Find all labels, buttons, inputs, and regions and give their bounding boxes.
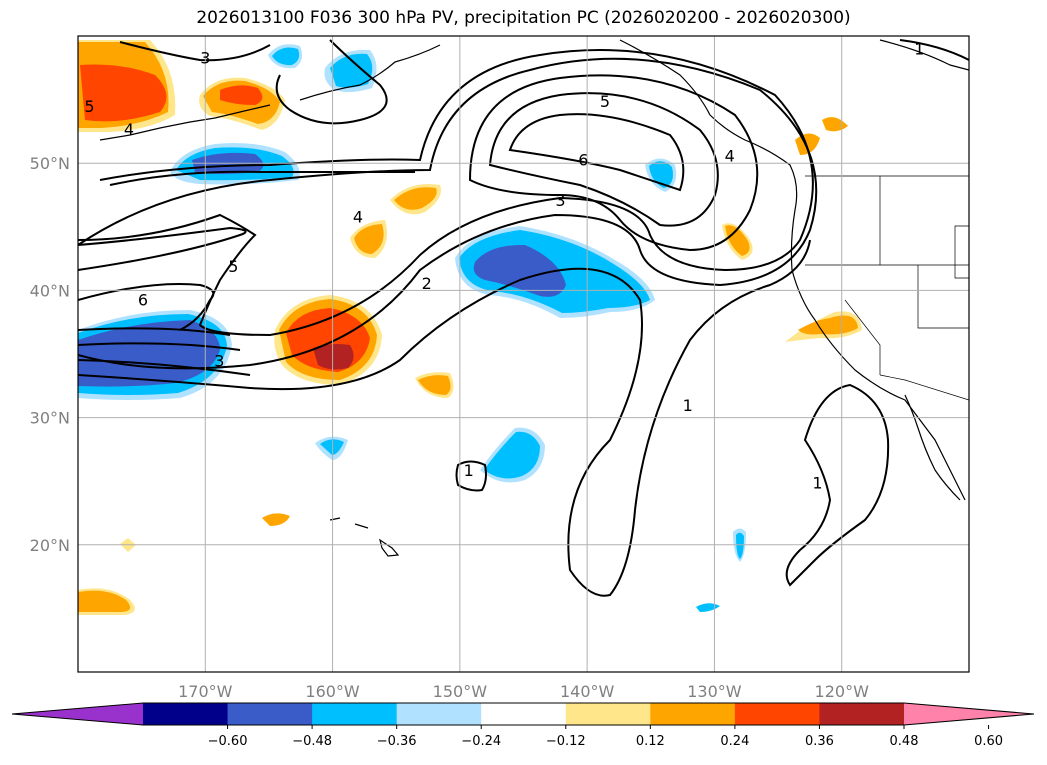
contour-label: 6 [138, 290, 148, 309]
precip-anomaly-negative [330, 53, 373, 88]
borders [805, 175, 969, 401]
longitude-labels: 170°W 160°W 150°W 140°W 130°W 120°W [178, 682, 869, 701]
colorbar-segment [565, 703, 651, 725]
colorbar-segment [481, 703, 567, 725]
lat-tick-label: 20°N [30, 536, 70, 555]
lat-tick-label: 30°N [30, 409, 70, 428]
colorbar-segment [227, 703, 313, 725]
border-state [917, 265, 969, 329]
contour-label: 1 [683, 396, 693, 415]
gridlines [78, 36, 969, 672]
precip-anomaly-negative [78, 320, 220, 387]
contour-label: 1 [464, 461, 474, 480]
colorbar-tick-label: −0.12 [546, 734, 586, 749]
contour-labels: 3 5 4 4 5 6 3 2 5 6 3 4 1 1 1 1 [84, 40, 924, 493]
pv-contour [508, 113, 685, 192]
contour-label: 5 [600, 92, 610, 111]
border-state [954, 225, 969, 279]
pv-contour [455, 460, 487, 492]
colorbar-tick-label: −0.24 [461, 734, 501, 749]
contour-label: 1 [914, 40, 924, 59]
pv-contour [119, 39, 388, 125]
coastlines [99, 39, 969, 557]
precip-anomaly-negative [272, 47, 300, 66]
colorbar-extend-high [904, 703, 1034, 725]
contour-label: 4 [725, 147, 735, 166]
lon-tick-label: 130°W [687, 682, 742, 701]
precipitation-field [78, 40, 862, 615]
precip-anomaly-positive [354, 224, 384, 254]
colorbar-extend-low [12, 703, 143, 725]
chart-title: 2026013100 F036 300 hPa PV, precipitatio… [196, 8, 851, 28]
lat-tick-label: 50°N [30, 154, 70, 173]
colorbar-tick-label: 0.36 [805, 734, 834, 749]
precip-anomaly-positive [313, 344, 354, 370]
colorbar-tick-label: 0.60 [974, 734, 1003, 749]
precip-anomaly-positive [394, 187, 437, 210]
colorbar-tick-label: 0.12 [636, 734, 665, 749]
pv-contours [78, 39, 969, 597]
pv-contour [488, 92, 719, 227]
precip-anomaly-positive [220, 85, 263, 105]
contour-label: 5 [228, 257, 238, 276]
colorbar-segment [143, 703, 229, 725]
pv-contour [78, 57, 818, 370]
precip-anomaly-positive [798, 315, 858, 335]
lat-tick-label: 40°N [30, 281, 70, 300]
precip-anomaly-positive [78, 590, 131, 612]
contour-label: 2 [422, 274, 432, 293]
colorbar-segment [819, 703, 905, 725]
colorbar-tick-label: −0.48 [292, 734, 332, 749]
lon-tick-label: 160°W [305, 682, 360, 701]
pv-contour [785, 383, 890, 587]
colorbar-segment [312, 703, 398, 725]
precip-anomaly-positive [80, 64, 167, 122]
colorbar-segment [734, 703, 820, 725]
latitude-labels: 50°N 40°N 30°N 20°N [30, 154, 70, 555]
colorbar-tick-label: −0.36 [377, 734, 417, 749]
border-state [844, 299, 881, 375]
coastline-baja [904, 394, 961, 501]
map-frame [77, 35, 970, 673]
precip-anomaly-positive [725, 225, 750, 256]
colorbar-tick-label: 0.24 [720, 734, 749, 749]
contour-label: 1 [812, 473, 822, 492]
pv-contour [468, 74, 759, 252]
colorbar-segment [396, 703, 482, 725]
pv-contour [899, 39, 969, 61]
precip-anomaly-positive [795, 133, 820, 155]
pv-contour [78, 226, 247, 331]
coastline-hawaii [329, 517, 400, 557]
lon-tick-label: 170°W [178, 682, 233, 701]
colorbar-tick-label: −0.60 [208, 734, 248, 749]
pv-contour [78, 239, 811, 597]
precip-anomaly-negative [649, 161, 673, 188]
coastline-top-right [879, 39, 969, 71]
contour-label: 3 [200, 49, 210, 68]
lon-tick-label: 150°W [433, 682, 488, 701]
contour-label: 5 [84, 97, 94, 116]
pv-contour [109, 170, 415, 186]
precip-anomaly-negative [320, 439, 344, 455]
precip-anomaly-positive [262, 513, 290, 526]
contour-label: 3 [214, 351, 224, 370]
precip-anomaly-negative [484, 431, 540, 479]
contour-label: 6 [578, 150, 588, 169]
precip-anomaly-positive [418, 375, 451, 395]
colorbar-segment [650, 703, 736, 725]
contour-label: 4 [353, 208, 363, 227]
coastline-aleutians [99, 104, 271, 141]
border-mexico [879, 374, 969, 401]
contour-label: 3 [555, 191, 565, 210]
contour-label: 4 [124, 120, 134, 139]
colorbar-tick-label: 0.48 [890, 734, 919, 749]
colorbar: −0.60 −0.48 −0.36 −0.24 −0.12 0.12 0.24 0.36 0.4… [11, 702, 1035, 749]
lon-tick-label: 120°W [815, 682, 870, 701]
precip-anomaly-negative [736, 532, 744, 559]
precip-anomaly-negative [473, 244, 566, 297]
lon-tick-label: 140°W [560, 682, 615, 701]
